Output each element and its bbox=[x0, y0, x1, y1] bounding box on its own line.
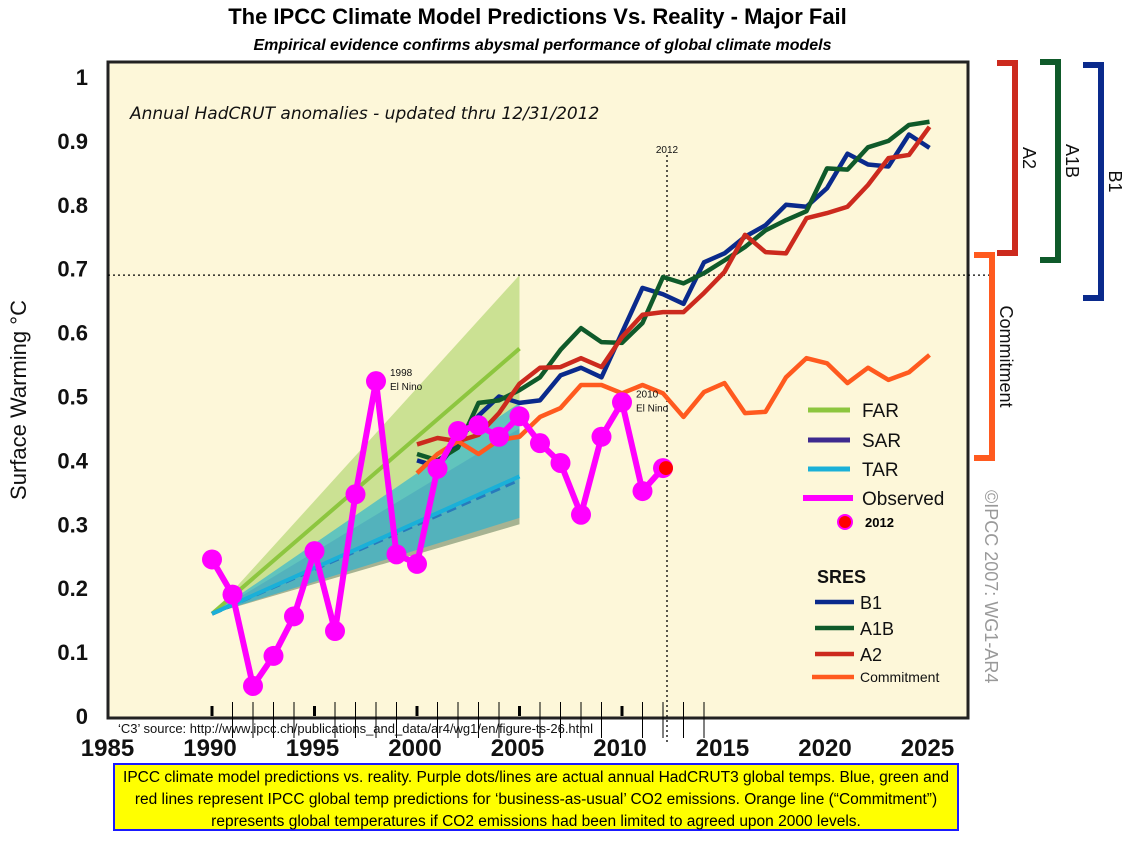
y-tick-label: 0.5 bbox=[57, 385, 88, 410]
observed-point-1998 bbox=[366, 371, 386, 392]
y-tick-label: 0.3 bbox=[57, 512, 88, 537]
y-tick-label: 0.6 bbox=[57, 321, 88, 346]
observed-point-2002 bbox=[448, 421, 468, 442]
x-tick-label: 2010 bbox=[593, 735, 646, 762]
legend-label-observed: Observed bbox=[862, 489, 944, 510]
observed-point-1994 bbox=[284, 606, 304, 627]
y-axis-label: Surface Warming °C bbox=[6, 300, 31, 500]
observed-point-2010 bbox=[612, 392, 632, 413]
legend-label-a1b: A1B bbox=[860, 619, 894, 639]
observed-point-2004 bbox=[489, 426, 509, 447]
x-tick-label: 2015 bbox=[696, 735, 749, 762]
x-tick-label: 2020 bbox=[798, 735, 851, 762]
legend-label-a2: A2 bbox=[860, 645, 882, 665]
observed-point-2003 bbox=[468, 415, 489, 436]
y-tick-label: 0.1 bbox=[57, 640, 88, 665]
bracket-label-b1: B1 bbox=[1105, 170, 1125, 192]
legend-sres-title: SRES bbox=[817, 567, 866, 587]
observed-point-1991 bbox=[222, 584, 243, 605]
caption-box: IPCC climate model predictions vs. reali… bbox=[113, 763, 959, 831]
x-tick-label: 1990 bbox=[183, 735, 236, 762]
reference-label-2012: 2012 bbox=[656, 145, 679, 156]
observed-point-2009 bbox=[591, 426, 612, 447]
x-tick-label: 2000 bbox=[388, 735, 441, 762]
observed-point-1993 bbox=[263, 645, 284, 666]
y-tick-label: 0.4 bbox=[57, 448, 88, 473]
bracket-a2 bbox=[997, 60, 1018, 256]
observed-point-1999 bbox=[386, 544, 407, 565]
annotation-2010-line: 2010 bbox=[636, 389, 659, 400]
band-center-far bbox=[210, 347, 521, 616]
observed-point-2011 bbox=[632, 481, 653, 502]
y-tick-label: 0.8 bbox=[57, 193, 88, 218]
observed-point-1990 bbox=[202, 549, 222, 570]
x-tick-label: 1995 bbox=[286, 735, 339, 762]
observed-point-2006 bbox=[530, 433, 550, 454]
series-line-a1b bbox=[416, 119, 930, 463]
series-line-a2 bbox=[416, 125, 932, 447]
observed-point-2005 bbox=[509, 406, 530, 427]
bracket-label-a1b: A1B bbox=[1062, 144, 1082, 178]
y-tick-label: 0 bbox=[76, 704, 88, 729]
x-tick-label: 2005 bbox=[491, 735, 544, 762]
x-tick-label: 1985 bbox=[81, 735, 134, 762]
legend-label-far: FAR bbox=[862, 401, 899, 422]
observed-point-1997 bbox=[345, 484, 366, 505]
bracket-label-commitment: Commitment bbox=[996, 305, 1016, 407]
y-tick-label: 0.7 bbox=[57, 257, 88, 282]
annotation-1998-line: El Nino bbox=[390, 382, 423, 393]
observed-point-1996 bbox=[325, 621, 345, 642]
legend-label-tar: TAR bbox=[862, 460, 899, 481]
annotation-2010-line: El Nino bbox=[636, 403, 669, 414]
copyright: ©IPCC 2007: WG1-AR4 bbox=[981, 490, 1001, 683]
band-center-tar bbox=[211, 474, 521, 616]
x-tick-label: 2025 bbox=[901, 735, 954, 762]
bracket-b1 bbox=[1083, 62, 1104, 301]
observed-point-2012-highlight bbox=[659, 461, 673, 476]
bracket-a1b bbox=[1040, 59, 1061, 263]
legend-label-sar: SAR bbox=[862, 431, 901, 452]
bracket-label-a2: A2 bbox=[1019, 147, 1039, 169]
observed-point-2008 bbox=[571, 504, 591, 525]
legend-label-2012: 2012 bbox=[865, 515, 894, 530]
bracket-commitment bbox=[974, 252, 995, 461]
y-tick-label: 0.2 bbox=[57, 576, 88, 601]
chart-subtitle: Empirical evidence confirms abysmal perf… bbox=[253, 37, 832, 54]
observed-point-2000 bbox=[407, 553, 427, 574]
observed-point-2007 bbox=[550, 452, 571, 473]
source-note: ‘C3’ source: http://www.ipcc.ch/publicat… bbox=[118, 721, 593, 736]
annotation-header: Annual HadCRUT anomalies - updated thru … bbox=[129, 104, 599, 124]
y-tick-label: 0.9 bbox=[57, 129, 88, 154]
observed-point-2001 bbox=[427, 458, 448, 479]
y-tick-label: 1 bbox=[76, 65, 88, 90]
legend-label-b1: B1 bbox=[860, 593, 882, 613]
legend-label-commitment: Commitment bbox=[860, 669, 939, 685]
observed-point-1992 bbox=[243, 675, 263, 696]
observed-point-1995 bbox=[304, 541, 325, 562]
chart-title: The IPCC Climate Model Predictions Vs. R… bbox=[228, 4, 847, 29]
legend-swatch-2012 bbox=[839, 516, 851, 528]
annotation-1998-line: 1998 bbox=[390, 368, 413, 379]
